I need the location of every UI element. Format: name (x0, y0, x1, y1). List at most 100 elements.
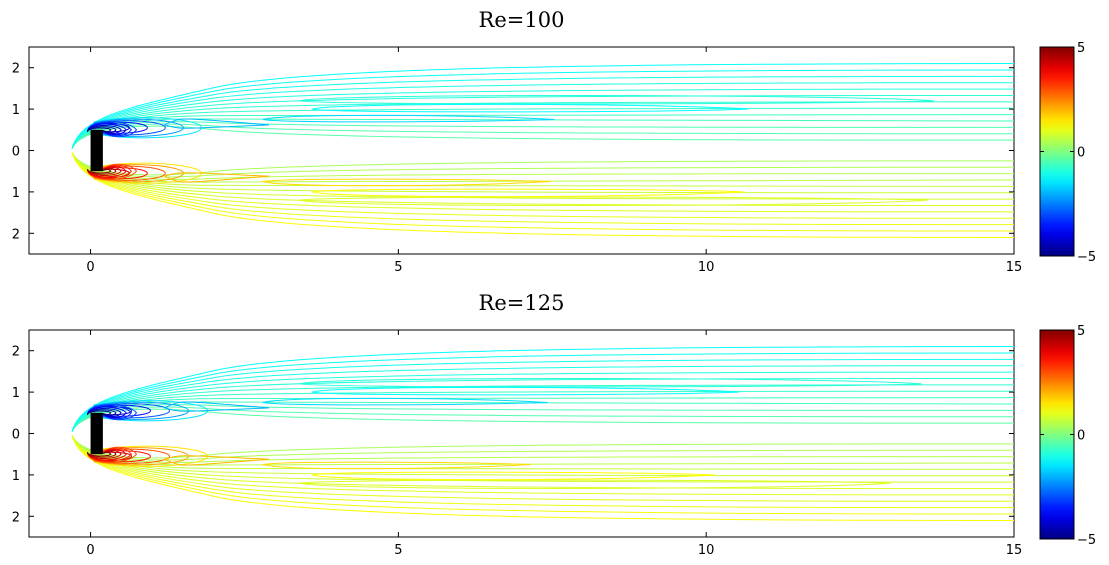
contour-corner (86, 449, 122, 460)
contour-lines (71, 63, 1015, 238)
contour-line (71, 435, 1015, 459)
contour-corner (86, 126, 117, 134)
contour-tongue (299, 196, 928, 206)
contour-line (71, 365, 1015, 432)
contour-tongue (312, 471, 715, 481)
contour-line (71, 152, 1015, 226)
contour-corner (86, 407, 122, 418)
contour-tongue (164, 455, 270, 466)
contour-panel-re100: Re=100 0 5 10 15 2 1 0 1 2 5 0 −5 (0, 0, 1109, 282)
contour-corner (86, 167, 117, 175)
contour-line (71, 371, 1015, 432)
x-tick-label: 0 (86, 543, 94, 558)
contour-corner (86, 410, 112, 416)
contour-corner (86, 127, 112, 133)
contour-line (71, 152, 1015, 213)
y-tick-label: 0 (12, 145, 20, 160)
contour-line (71, 346, 1015, 432)
contour-corner (86, 168, 112, 174)
x-axis: 0 5 10 15 (86, 47, 1022, 275)
colorbar-tick-label: 0 (1077, 429, 1085, 444)
contour-lines (71, 346, 1015, 521)
contour-line (71, 435, 1015, 477)
plot-frame (28, 329, 1015, 538)
contour-line (71, 125, 1015, 149)
contour-corner (86, 409, 117, 417)
contour-line (71, 82, 1015, 149)
y-tick-label: 2 (12, 345, 20, 360)
contour-line (71, 152, 1015, 238)
x-tick-label: 5 (394, 260, 402, 275)
contour-line (71, 390, 1015, 432)
y-tick-label: 1 (12, 386, 20, 401)
colorbar: 5 0 −5 (1039, 324, 1096, 548)
colorbar: 5 0 −5 (1039, 41, 1096, 265)
y-axis: 2 1 0 1 2 (12, 62, 1014, 242)
contour-line (71, 152, 1015, 176)
contour-panel-re125: Re=125 0 5 10 15 2 1 0 1 2 5 0 −5 (0, 283, 1109, 565)
contour-line (71, 121, 1015, 149)
contour-tongue (262, 114, 555, 123)
obstacle-plate (90, 129, 103, 172)
contour-tongue (164, 401, 270, 412)
contour-tongue (299, 479, 891, 489)
contour-tongue (312, 188, 744, 198)
contour-line (71, 435, 1015, 502)
x-tick-label: 15 (1006, 260, 1023, 275)
plot-frame (28, 46, 1015, 255)
contour-tongue (164, 118, 270, 129)
contour-line (71, 435, 1015, 509)
contour-line (71, 152, 1015, 194)
contour-line (71, 358, 1015, 432)
contour-corner (86, 451, 112, 457)
contour-line (71, 88, 1015, 149)
y-tick-label: 2 (12, 227, 20, 242)
x-tick-label: 0 (86, 260, 94, 275)
contour-line (71, 404, 1015, 432)
y-tick-label: 2 (12, 510, 20, 525)
x-tick-label: 5 (394, 543, 402, 558)
contour-line (71, 75, 1015, 149)
chart-title: Re=100 (479, 8, 565, 32)
contour-line (71, 435, 1015, 496)
contour-tongue (299, 95, 935, 105)
contour-tongue (312, 103, 749, 113)
contour-loop (93, 165, 166, 181)
contour-tongue (262, 178, 552, 187)
x-axis: 0 5 10 15 (86, 330, 1022, 558)
x-tick-label: 10 (698, 543, 715, 558)
contour-tongue (262, 461, 531, 470)
contour-corner (86, 450, 117, 458)
contour-line (71, 435, 1015, 515)
contour-line (71, 352, 1015, 432)
colorbar-tick-label: −5 (1077, 250, 1096, 265)
y-tick-label: 1 (12, 469, 20, 484)
colorbar-tick-label: 0 (1077, 146, 1085, 161)
contour-line (71, 152, 1015, 232)
contour-corner (86, 166, 122, 177)
colorbar-tick-label: −5 (1077, 533, 1096, 548)
contour-tongue (299, 378, 922, 388)
contour-line (71, 435, 1015, 521)
y-tick-label: 1 (12, 186, 20, 201)
contour-line (71, 107, 1015, 149)
x-tick-label: 10 (698, 260, 715, 275)
chart-title: Re=125 (479, 291, 565, 315)
contour-line (71, 69, 1015, 149)
colorbar-tick-label: 5 (1077, 324, 1085, 339)
contour-line (71, 408, 1015, 432)
obstacle-plate (90, 412, 103, 455)
colorbar-gradient (1039, 46, 1075, 257)
contour-corner (86, 124, 122, 135)
contour-line (71, 152, 1015, 180)
y-axis: 2 1 0 1 2 (12, 345, 1014, 525)
y-tick-label: 2 (12, 62, 20, 77)
colorbar-gradient (1039, 329, 1075, 540)
y-tick-label: 1 (12, 103, 20, 118)
colorbar-tick-label: 5 (1077, 41, 1085, 56)
x-tick-label: 15 (1006, 543, 1023, 558)
contour-line (71, 152, 1015, 219)
contour-tongue (312, 386, 739, 396)
